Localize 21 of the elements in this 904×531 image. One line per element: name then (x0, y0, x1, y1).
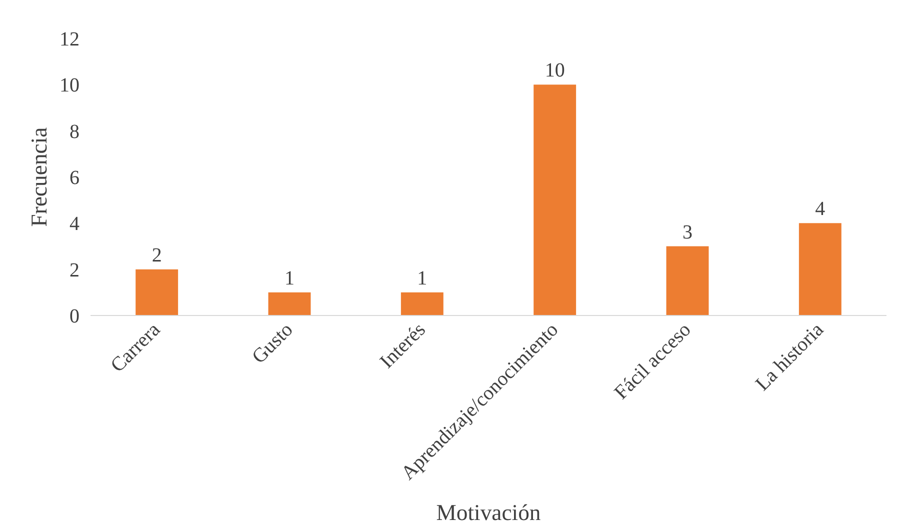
data-label: 2 (152, 244, 162, 266)
data-label: 1 (417, 267, 428, 290)
bar (666, 246, 709, 316)
bar (400, 292, 444, 316)
y-tick-label: 6 (70, 167, 80, 189)
data-label: 3 (682, 221, 692, 244)
y-axis-title: Frecuencia (26, 127, 52, 227)
data-label: 10 (544, 60, 565, 82)
y-tick-label: 10 (60, 74, 80, 97)
y-tick-label: 12 (60, 28, 80, 50)
bar (268, 292, 311, 316)
x-axis-title: Motivación (436, 500, 541, 526)
bar (136, 269, 178, 316)
data-label: 4 (815, 198, 826, 220)
data-label: 1 (284, 267, 294, 290)
y-tick-label: 2 (70, 259, 80, 282)
y-tick-label: 0 (70, 306, 80, 328)
bar (534, 84, 576, 316)
y-tick-label: 4 (70, 213, 80, 236)
y-tick-label: 8 (70, 120, 80, 143)
bar (798, 223, 842, 316)
